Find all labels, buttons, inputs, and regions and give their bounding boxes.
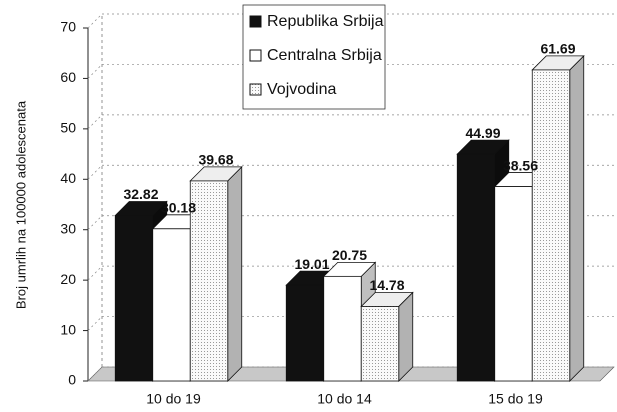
x-tick-label: 15 do 19 xyxy=(488,391,543,407)
data-label: 38.56 xyxy=(503,157,538,173)
x-tick-label: 10 do 14 xyxy=(317,391,372,407)
legend-label: Vojvodina xyxy=(267,81,336,98)
legend-label: Centralna Srbija xyxy=(267,47,382,64)
data-label: 19.01 xyxy=(294,256,329,272)
legend-label: Republika Srbija xyxy=(267,13,384,30)
bar xyxy=(531,54,585,382)
data-label: 14.78 xyxy=(369,277,404,293)
legend-swatch xyxy=(249,83,262,96)
grid-line xyxy=(87,114,103,130)
x-tick-label: 10 do 19 xyxy=(146,391,201,407)
legend-swatch xyxy=(249,15,262,28)
y-tick-label: 60 xyxy=(60,69,76,85)
y-tick-label: 50 xyxy=(60,120,76,136)
grid-line xyxy=(87,165,103,180)
grid-line xyxy=(87,316,103,331)
bar xyxy=(189,165,243,382)
data-label: 30.18 xyxy=(161,200,196,216)
y-axis-label: Broj umrlih na 100000 adolescenata xyxy=(13,100,28,309)
legend: Republika Srbija Centralna Srbija Vojvodin… xyxy=(242,4,386,110)
bar xyxy=(360,291,414,382)
grid-line xyxy=(87,265,103,281)
grid-line xyxy=(87,215,103,230)
legend-swatch xyxy=(249,49,262,62)
data-label: 39.68 xyxy=(198,152,233,168)
y-tick-label: 0 xyxy=(68,372,76,388)
grid-line xyxy=(87,366,103,382)
data-label: 32.82 xyxy=(123,186,158,202)
y-tick-label: 30 xyxy=(60,220,76,236)
grid-line xyxy=(87,64,103,79)
data-label: 20.75 xyxy=(332,247,367,263)
data-label: 44.99 xyxy=(465,125,500,141)
y-tick-label: 10 xyxy=(60,321,76,337)
y-tick-label: 20 xyxy=(60,271,76,287)
data-label: 61.69 xyxy=(540,41,575,57)
y-tick-label: 40 xyxy=(60,170,76,186)
y-tick-label: 70 xyxy=(60,19,76,35)
grid-line xyxy=(87,13,103,29)
